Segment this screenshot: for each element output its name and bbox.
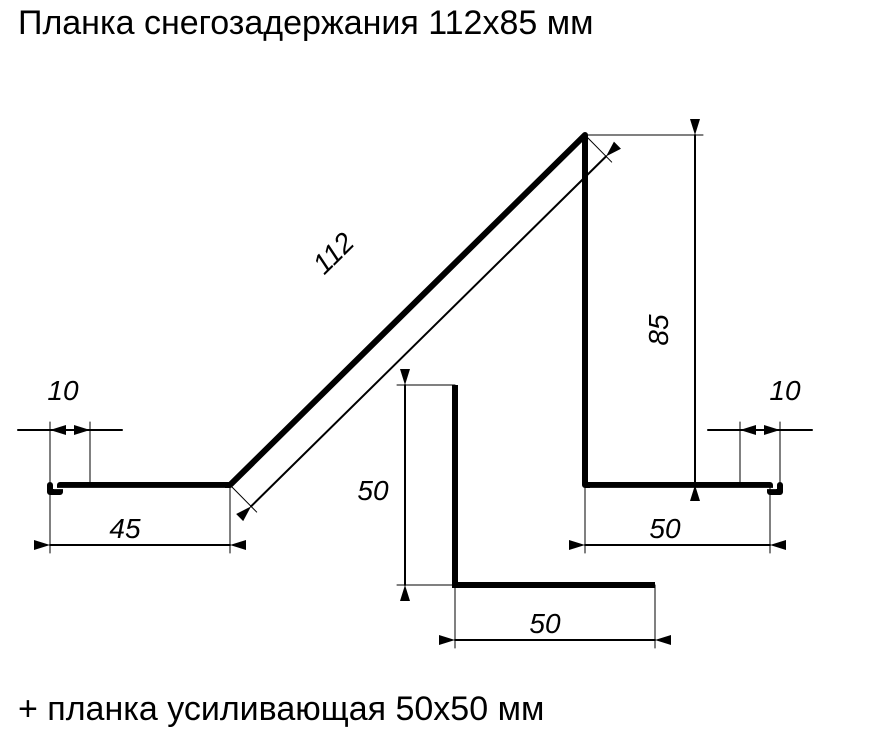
svg-text:10: 10	[769, 375, 801, 406]
svg-text:50: 50	[357, 475, 389, 506]
svg-text:10: 10	[47, 375, 79, 406]
svg-text:112: 112	[307, 226, 361, 280]
svg-text:85: 85	[643, 314, 674, 346]
technical-drawing: 112 85 45 50 10 10 50 50	[0, 0, 874, 739]
svg-text:50: 50	[649, 513, 681, 544]
svg-text:45: 45	[109, 513, 141, 544]
svg-text:50: 50	[529, 608, 561, 639]
